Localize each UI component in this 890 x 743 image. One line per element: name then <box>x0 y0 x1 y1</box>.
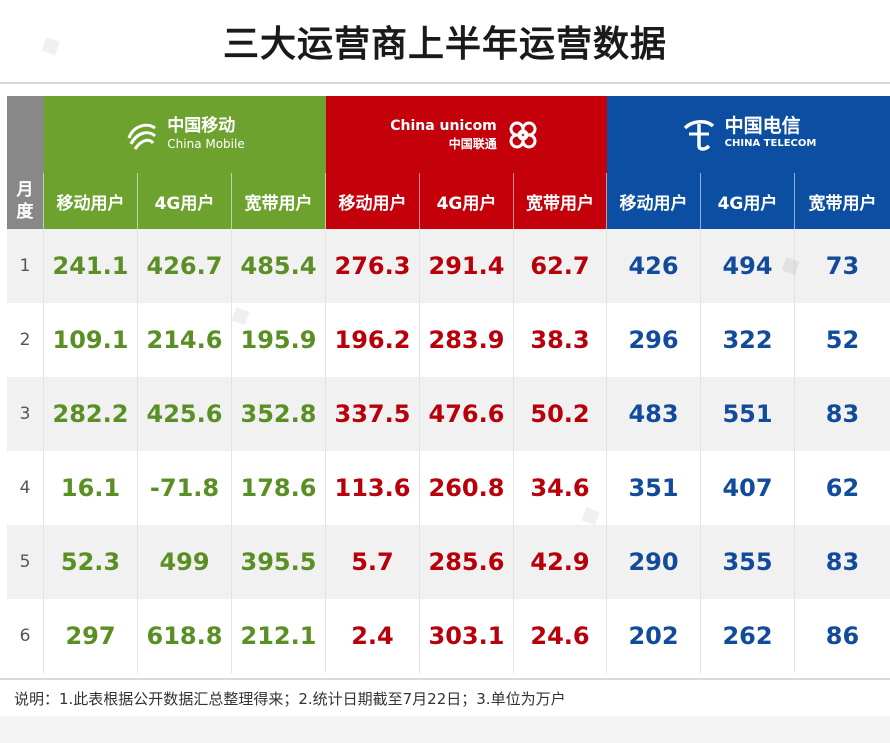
month-header-block <box>7 96 44 173</box>
cm-4g-users-header: 4G用户 <box>138 173 232 229</box>
cu-mobile-users-header: 移动用户 <box>326 173 420 229</box>
cu-mobile-cell: 337.5 <box>326 377 420 451</box>
month-cell: 2 <box>7 303 44 377</box>
ct-broadband-users-header: 宽带用户 <box>795 173 890 229</box>
china-telecom-header: 中国电信 CHINA TELECOM <box>607 96 890 173</box>
china-mobile-logo-en: China Mobile <box>167 136 245 151</box>
cu-broadband-cell: 34.6 <box>514 451 607 525</box>
china-unicom-logo: China unicom 中国联通 <box>390 115 543 155</box>
footnote: 说明：1.此表根据公开数据汇总整理得来；2.统计日期截至7月22日；3.单位为万… <box>0 678 890 716</box>
china-telecom-logo-cn: 中国电信 <box>724 114 801 137</box>
table-row: 5 52.3 499 395.5 5.7 285.6 42.9 290 355 … <box>7 525 890 599</box>
cu-broadband-cell: 62.7 <box>514 229 607 303</box>
cu-broadband-cell: 38.3 <box>514 303 607 377</box>
cu-4g-cell: 283.9 <box>420 303 514 377</box>
month-cell: 1 <box>7 229 44 303</box>
title-divider <box>0 82 890 84</box>
ct-4g-cell: 262 <box>701 599 795 673</box>
cm-broadband-cell: 178.6 <box>232 451 326 525</box>
cu-mobile-cell: 196.2 <box>326 303 420 377</box>
cm-4g-cell: 214.6 <box>138 303 232 377</box>
cm-broadband-cell: 352.8 <box>232 377 326 451</box>
china-unicom-logo-en: China unicom <box>390 117 497 134</box>
month-column-header: 月 度 <box>7 173 44 229</box>
ct-broadband-cell: 73 <box>825 252 860 280</box>
ct-mobile-cell: 296 <box>607 303 701 377</box>
cu-4g-cell: 285.6 <box>420 525 514 599</box>
month-cell: 4 <box>7 451 44 525</box>
cu-mobile-cell: 5.7 <box>326 525 420 599</box>
cu-4g-cell: 476.6 <box>420 377 514 451</box>
cm-mobile-cell: 282.2 <box>44 377 138 451</box>
table-row: 3 282.2 425.6 352.8 337.5 476.6 50.2 483… <box>7 377 890 451</box>
cu-broadband-cell: 50.2 <box>514 377 607 451</box>
ct-mobile-cell: 426 <box>607 229 701 303</box>
month-cell: 5 <box>7 525 44 599</box>
bottom-band <box>0 716 890 743</box>
cm-broadband-cell: 212.1 <box>232 599 326 673</box>
ct-mobile-cell: 202 <box>607 599 701 673</box>
cm-4g-cell: 618.8 <box>138 599 232 673</box>
cu-broadband-cell: 42.9 <box>514 525 607 599</box>
ct-mobile-users-header: 移动用户 <box>607 173 701 229</box>
cu-4g-cell: 260.8 <box>420 451 514 525</box>
table-row: 4 16.1 -71.8 178.6 113.6 260.8 34.6 351 … <box>7 451 890 525</box>
cm-broadband-cell: 395.5 <box>232 525 326 599</box>
china-telecom-logo-en: CHINA TELECOM <box>724 137 817 149</box>
china-unicom-logo-cn: 中国联通 <box>448 136 497 151</box>
cm-4g-cell: -71.8 <box>138 451 232 525</box>
cu-4g-cell: 291.4 <box>420 229 514 303</box>
month-cell: 6 <box>7 599 44 673</box>
ct-4g-cell: 407 <box>701 451 795 525</box>
ct-broadband-cell: 86 <box>825 622 860 650</box>
china-mobile-logo-cn: 中国移动 <box>167 115 236 136</box>
cm-4g-cell: 426.7 <box>138 229 232 303</box>
china-telecom-logo: 中国电信 CHINA TELECOM <box>681 114 817 153</box>
month-header-char-1: 月 <box>16 180 34 200</box>
china-mobile-logo: 中国移动 China Mobile <box>125 115 245 153</box>
ct-4g-cell: 355 <box>701 525 795 599</box>
china-unicom-header: China unicom 中国联通 <box>326 96 607 173</box>
cu-4g-users-header: 4G用户 <box>420 173 514 229</box>
page-title: 三大运营商上半年运营数据 <box>222 24 667 65</box>
ct-4g-cell: 551 <box>701 377 795 451</box>
cm-mobile-cell: 16.1 <box>44 451 138 525</box>
cm-mobile-cell: 297 <box>44 599 138 673</box>
table-row: 2 109.1 214.6 195.9 196.2 283.9 38.3 296… <box>7 303 890 377</box>
china-mobile-logo-icon <box>127 123 157 150</box>
ct-4g-cell: 494 <box>701 229 795 303</box>
table-row: 6 297 618.8 212.1 2.4 303.1 24.6 202 262… <box>7 599 890 673</box>
cm-mobile-users-header: 移动用户 <box>44 173 138 229</box>
ct-4g-cell: 322 <box>701 303 795 377</box>
ct-mobile-cell: 290 <box>607 525 701 599</box>
china-unicom-knot-icon <box>509 121 537 148</box>
cu-broadband-cell: 24.6 <box>514 599 607 673</box>
cm-mobile-cell: 52.3 <box>44 525 138 599</box>
cm-4g-cell: 499 <box>138 525 232 599</box>
china-mobile-header: 中国移动 China Mobile <box>44 96 326 173</box>
cm-broadband-cell: 485.4 <box>232 229 326 303</box>
ct-broadband-cell: 83 <box>825 548 860 576</box>
month-header-char-2: 度 <box>16 202 34 222</box>
ct-broadband-cell: 83 <box>825 400 860 428</box>
cm-mobile-cell: 109.1 <box>44 303 138 377</box>
cm-mobile-cell: 241.1 <box>44 229 138 303</box>
ct-mobile-cell: 483 <box>607 377 701 451</box>
ct-mobile-cell: 351 <box>607 451 701 525</box>
cm-broadband-users-header: 宽带用户 <box>232 173 326 229</box>
month-cell: 3 <box>7 377 44 451</box>
table-row: 1 241.1 426.7 485.4 276.3 291.4 62.7 426… <box>7 229 890 303</box>
cm-4g-cell: 425.6 <box>138 377 232 451</box>
cu-mobile-cell: 113.6 <box>326 451 420 525</box>
ct-broadband-cell: 62 <box>825 474 860 502</box>
cu-mobile-cell: 276.3 <box>326 229 420 303</box>
china-telecom-logo-icon <box>683 119 714 151</box>
cu-4g-cell: 303.1 <box>420 599 514 673</box>
cm-broadband-cell: 195.9 <box>232 303 326 377</box>
ct-4g-users-header: 4G用户 <box>701 173 795 229</box>
ct-broadband-cell: 52 <box>825 326 860 354</box>
cu-mobile-cell: 2.4 <box>326 599 420 673</box>
cu-broadband-users-header: 宽带用户 <box>514 173 607 229</box>
